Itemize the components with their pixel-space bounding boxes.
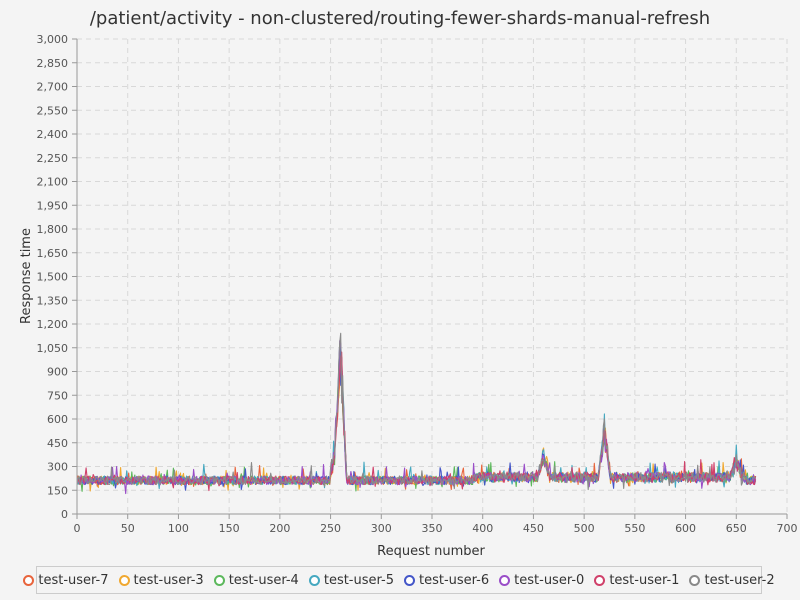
legend-item[interactable]: test-user-3 [118, 572, 204, 588]
legend-marker-icon [499, 574, 511, 586]
y-tick-label: 900 [47, 366, 68, 379]
legend-item[interactable]: test-user-1 [594, 573, 679, 588]
x-tick-label: 300 [371, 522, 392, 535]
y-tick-label: 2,100 [37, 176, 69, 189]
grid [76, 38, 788, 515]
y-tick-label: 1,650 [37, 247, 69, 260]
y-tick-label: 2,250 [37, 152, 69, 165]
chart-title: /patient/activity - non-clustered/routin… [90, 8, 710, 29]
y-tick-label: 450 [47, 437, 68, 450]
y-tick-label: 2,550 [37, 104, 69, 117]
y-tick-label: 750 [47, 389, 68, 402]
legend-label: test-user-7 [38, 572, 109, 588]
x-tick-label: 450 [523, 522, 544, 535]
legend-item[interactable]: test-user-5 [308, 572, 394, 588]
legend-label: test-user-5 [323, 572, 394, 588]
y-tick-label: 1,350 [37, 294, 69, 307]
y-tick-label: 2,700 [37, 81, 69, 94]
legend-label: test-user-2 [704, 572, 775, 588]
legend-item[interactable]: test-user-6 [404, 573, 489, 588]
y-tick-label: 1,500 [37, 271, 69, 284]
legend-marker-icon [213, 574, 225, 586]
x-tick-label: 100 [168, 522, 189, 535]
x-tick-label: 650 [726, 522, 747, 535]
y-tick-label: 2,850 [37, 57, 69, 70]
x-tick-label: 500 [574, 522, 595, 535]
axes: 0 50 100 150 200 250 300 350 400 450 500 550 600 650 7… [37, 33, 798, 535]
y-tick-label: 300 [47, 461, 68, 474]
x-tick-label: 250 [320, 522, 341, 535]
x-tick-label: 0 [74, 522, 81, 535]
y-tick-label: 600 [47, 413, 68, 426]
y-tick-label: 150 [47, 484, 68, 497]
legend-label: test-user-3 [133, 572, 204, 588]
x-axis-label: Request number [377, 544, 485, 559]
x-tick-label: 150 [219, 522, 240, 535]
legend-marker-icon [23, 574, 35, 586]
legend-item[interactable]: test-user-7 [23, 572, 109, 588]
y-tick-label: 1,950 [37, 199, 69, 212]
legend-label: test-user-6 [419, 572, 490, 588]
x-tick-label: 700 [777, 522, 798, 535]
x-tick-label: 550 [624, 522, 645, 535]
series-line-test-user-2 [76, 332, 757, 491]
x-tick-label: 600 [675, 522, 696, 535]
legend-label: test-user-0 [514, 572, 585, 588]
y-tick-label: 0 [61, 508, 68, 521]
legend-item[interactable]: test-user-2 [689, 572, 775, 588]
x-tick-label: 200 [269, 522, 290, 535]
legend: test-user-7 test-user-3 test-user-4 test-us… [23, 566, 775, 594]
y-tick-label: 1,200 [37, 318, 69, 331]
series-group [76, 332, 757, 495]
legend-marker-icon [308, 574, 320, 586]
legend-label: test-user-4 [228, 572, 299, 588]
y-tick-label: 1,800 [37, 223, 69, 236]
y-tick-label: 2,400 [37, 128, 69, 141]
x-tick-label: 400 [472, 522, 493, 535]
y-axis-label: Response time [19, 228, 34, 324]
legend-marker-icon [594, 574, 606, 586]
legend-marker-icon [118, 574, 130, 586]
legend-marker-icon [404, 574, 415, 586]
x-tick-label: 50 [121, 522, 135, 535]
legend-item[interactable]: test-user-4 [213, 572, 299, 588]
y-tick-label: 1,050 [37, 342, 69, 355]
legend-label: test-user-1 [609, 572, 680, 588]
legend-item[interactable]: test-user-0 [499, 573, 584, 588]
legend-marker-icon [689, 574, 701, 586]
y-tick-label: 3,000 [37, 33, 69, 46]
x-tick-label: 350 [422, 522, 443, 535]
